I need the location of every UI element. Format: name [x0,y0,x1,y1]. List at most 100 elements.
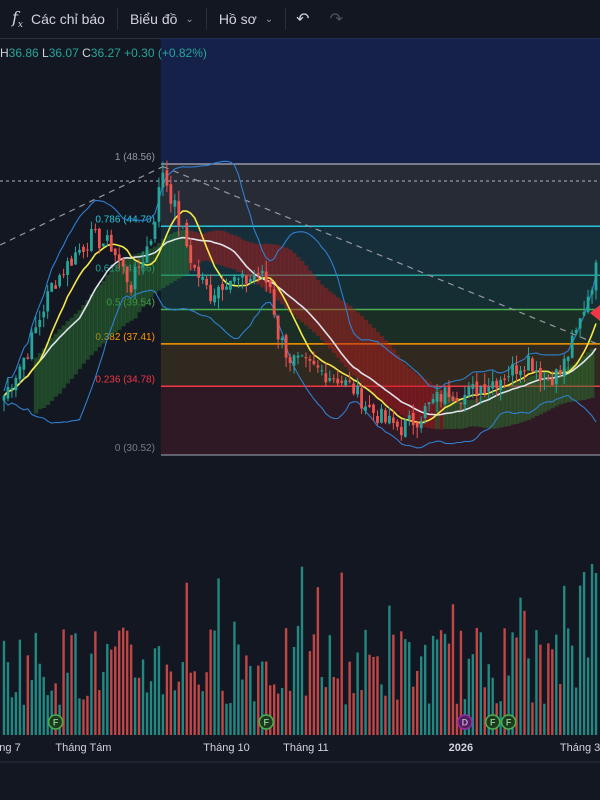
candle-body [18,366,22,380]
candle-body [82,246,85,252]
cloud-segment [470,399,476,427]
volume-bar [229,703,232,735]
chevron-down-icon: ⌄ [264,13,274,25]
cloud-segment [566,366,571,403]
volume-bar [376,656,379,735]
candle-body [443,387,447,405]
volume-bar [78,698,81,735]
volume-bar [90,653,93,735]
cloud-segment [117,262,122,330]
candle-body [463,394,467,405]
volume-bar [360,690,363,735]
candle-body [499,379,503,391]
volume-bar [523,610,526,735]
volume-bar [94,631,97,735]
cloud-segment [288,249,293,313]
cloud-segment [244,241,249,278]
candle-body [105,235,109,241]
volume-bar [2,640,6,735]
cloud-segment [93,289,98,352]
fib-level-label: 0.618 (41.66) [95,263,155,274]
volume-bar [74,633,77,735]
candle-body [455,397,459,402]
candle-body [372,404,375,413]
candle-body [2,395,6,401]
volume-bar [280,687,284,735]
undo-icon[interactable]: ↶ [296,11,310,28]
volume-bar [237,644,240,735]
profile-label: Hồ sơ [218,11,257,27]
cloud-segment [538,373,543,415]
candle-body [542,378,546,380]
volume-bar [412,686,415,735]
candle-body [368,404,371,407]
cloud-segment [252,243,257,283]
volume-bar [66,672,69,735]
cloud-segment [466,399,472,427]
indicators-label: Các chỉ báo [31,11,105,27]
volume-bar [221,690,224,735]
ma-white-line [3,236,597,416]
cloud-segment [284,247,289,309]
volume-bar [364,629,367,735]
time-axis-label: Tháng Tám [55,742,111,754]
cloud-segment [331,294,337,353]
candle-body [189,245,193,263]
cloud-segment [89,294,94,356]
cloud-segment [355,312,361,379]
candle-body [70,258,73,266]
candle-body [117,254,121,261]
candle-body [181,226,185,228]
candle-body [380,408,383,423]
chart-type-dropdown[interactable]: Biểu đồ ⌄ [118,0,206,38]
cloud-segment [462,399,468,428]
cloud-segment [57,329,63,394]
cloud-segment [530,375,535,419]
redo-icon[interactable]: ↷ [329,11,343,28]
cloud-segment [303,265,309,326]
volume-bar [118,630,121,735]
candle-body [268,280,272,288]
candle-body [225,286,228,290]
candle-body [256,272,260,275]
candle-body [93,229,97,231]
candle-body [54,285,58,289]
volume-bar [586,657,590,735]
candle-body [574,330,578,333]
candle-body [133,266,137,290]
candle-body [276,315,280,340]
cloud-segment [570,364,575,402]
candle-body [185,222,189,247]
toolbar-divider [285,8,287,30]
profile-dropdown[interactable]: Hồ sơ ⌄ [207,0,285,38]
time-axis-label: 2026 [449,742,473,754]
candle-body [209,284,212,302]
candle-body [384,410,387,423]
cloud-segment [212,230,218,264]
cloud-segment [184,230,190,275]
volume-bar [380,684,383,735]
cloud-segment [109,270,114,337]
candle-body [419,420,423,429]
candle-body [519,370,522,376]
fib-level-label: 1 (48.56) [115,152,155,163]
cloud-segment [268,243,273,294]
cloud-segment [478,396,484,428]
candle-body [86,249,89,251]
volume-bar [368,654,371,735]
cloud-segment [522,379,527,422]
indicators-button[interactable]: fx Các chỉ báo [0,0,117,38]
candle-body [193,265,197,268]
candle-body [403,419,407,437]
cloud-segment [307,270,313,330]
candle-body [535,370,538,373]
candle-body [205,278,209,286]
cloud-segment [550,372,555,409]
volume-bar [555,634,558,735]
cloud-segment [296,257,301,320]
volume-bar [467,658,471,735]
volume-bar [62,629,65,735]
volume-bar [392,634,395,735]
cloud-segment [97,284,102,347]
